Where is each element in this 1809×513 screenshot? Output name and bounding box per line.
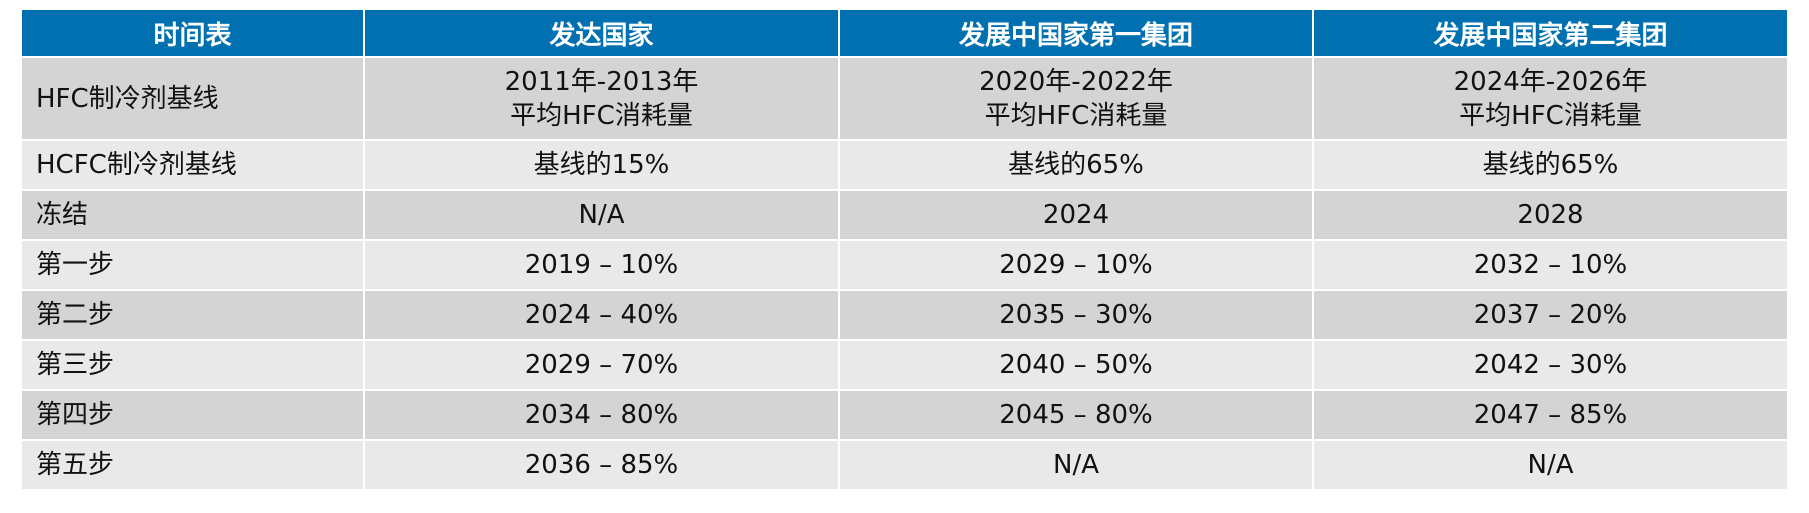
table-row: 第二步 2024 – 40% 2035 – 30% 2037 – 20%: [22, 290, 1787, 341]
table-row: HFC制冷剂基线 2011年-2013年 平均HFC消耗量 2020年-2022年…: [22, 57, 1787, 141]
table-cell: 2024: [839, 190, 1314, 241]
table-row: 第五步 2036 – 85% N/A N/A: [22, 440, 1787, 491]
header-schedule: 时间表: [22, 10, 365, 58]
table-cell: 2036 – 85%: [364, 440, 840, 491]
table-cell: 基线的65%: [839, 140, 1314, 191]
table-cell: 2029 – 10%: [839, 240, 1314, 291]
header-developed: 发达国家: [364, 10, 840, 58]
header-row: 时间表 发达国家 发展中国家第一集团 发展中国家第二集团: [22, 10, 1787, 58]
table-cell: 2024 – 40%: [364, 290, 840, 341]
header-developing-group-2: 发展中国家第二集团: [1313, 10, 1787, 58]
row-label: 第二步: [22, 290, 365, 341]
table-cell: 2047 – 85%: [1313, 390, 1787, 441]
row-label: 冻结: [22, 190, 365, 241]
table-row: HCFC制冷剂基线 基线的15% 基线的65% 基线的65%: [22, 140, 1787, 191]
table-cell: 2032 – 10%: [1313, 240, 1787, 291]
table-cell: 2042 – 30%: [1313, 340, 1787, 391]
table-row: 第一步 2019 – 10% 2029 – 10% 2032 – 10%: [22, 240, 1787, 291]
table-cell: 2024年-2026年 平均HFC消耗量: [1313, 57, 1787, 141]
table-cell: 2019 – 10%: [364, 240, 840, 291]
table-cell: N/A: [1313, 440, 1787, 491]
table-cell: 基线的65%: [1313, 140, 1787, 191]
row-label: 第一步: [22, 240, 365, 291]
row-label: HFC制冷剂基线: [22, 57, 365, 141]
row-label: 第五步: [22, 440, 365, 491]
table-row: 第三步 2029 – 70% 2040 – 50% 2042 – 30%: [22, 340, 1787, 391]
row-label: 第四步: [22, 390, 365, 441]
table-cell: 基线的15%: [364, 140, 840, 191]
table-cell: 2034 – 80%: [364, 390, 840, 441]
table-cell: 2035 – 30%: [839, 290, 1314, 341]
table-cell: 2037 – 20%: [1313, 290, 1787, 341]
table-cell: 2020年-2022年 平均HFC消耗量: [839, 57, 1314, 141]
table-cell: 2040 – 50%: [839, 340, 1314, 391]
table-cell: N/A: [364, 190, 840, 241]
table-cell: 2028: [1313, 190, 1787, 241]
table-cell: 2011年-2013年 平均HFC消耗量: [364, 57, 840, 141]
table-row: 冻结 N/A 2024 2028: [22, 190, 1787, 241]
table-cell: N/A: [839, 440, 1314, 491]
row-label: HCFC制冷剂基线: [22, 140, 365, 191]
header-developing-group-1: 发展中国家第一集团: [839, 10, 1314, 58]
table-row: 第四步 2034 – 80% 2045 – 80% 2047 – 85%: [22, 390, 1787, 441]
phase-down-schedule-table: 时间表 发达国家 发展中国家第一集团 发展中国家第二集团 HFC制冷剂基线 20…: [22, 10, 1787, 491]
table-cell: 2045 – 80%: [839, 390, 1314, 441]
row-label: 第三步: [22, 340, 365, 391]
table-cell: 2029 – 70%: [364, 340, 840, 391]
